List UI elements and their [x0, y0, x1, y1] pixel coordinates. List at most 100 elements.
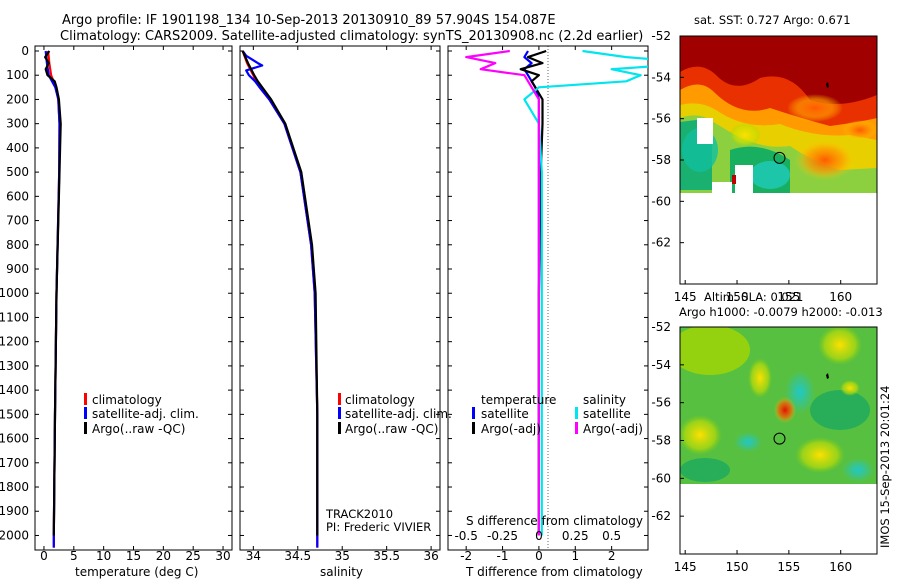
latitude-tick-label: -60	[651, 194, 671, 208]
legend-label-temperature-argo: Argo(-adj)	[481, 422, 541, 436]
longitude-tick-label: 155	[777, 290, 800, 304]
s-difference-tick-label: 0.25	[562, 529, 589, 543]
depth-tick-label: 200	[6, 92, 29, 106]
legend-label-argo: Argo(..raw -QC)	[92, 422, 185, 436]
legend-label-temperature-satellite: satellite	[481, 407, 529, 421]
x-tick-label: 1	[571, 549, 579, 563]
depth-tick-label: 1700	[0, 456, 29, 470]
legend-swatch-satellite	[84, 407, 87, 419]
depth-tick-label: 300	[6, 117, 29, 131]
figure-title-line-2: Climatology: CARS2009. Satellite-adjuste…	[60, 29, 644, 44]
x-tick-label: -1	[497, 549, 509, 563]
sla-no-data-area	[680, 484, 877, 554]
depth-tick-label: 100	[6, 68, 29, 82]
s-difference-tick-label: 0.5	[602, 529, 621, 543]
x-tick-label: 30	[215, 549, 230, 563]
sst-heatmap	[680, 36, 877, 193]
profile-line-temperature-satellite	[523, 50, 541, 536]
legend-label-salinity-argo: Argo(-adj)	[583, 422, 643, 436]
latitude-tick-label: -54	[651, 70, 671, 84]
s-difference-label: S difference from climatology	[466, 514, 643, 528]
legend-heading-salinity: salinity	[583, 393, 626, 407]
latitude-tick-label: -52	[651, 29, 671, 43]
profile-line-salinity-satellite	[523, 49, 648, 536]
longitude-tick-label: 145	[674, 560, 697, 574]
depth-axis: 0 100 200 300 400 500 600 700 800 900 1000 1100 1200…	[0, 44, 232, 542]
legend-label-climatology: climatology	[345, 393, 415, 407]
profile-line-salinity-argo-adj-	[465, 49, 541, 536]
pi-annotation: PI: Frederic VIVIER	[326, 520, 431, 534]
longitude-tick-label: 150	[726, 560, 749, 574]
t-difference-label: T difference from climatology	[465, 565, 643, 579]
legend-label-climatology: climatology	[92, 393, 162, 407]
latitude-tick-label: -58	[651, 434, 671, 448]
sst-map-panel: sat. SST: 0.727 Argo: 0.671 -52 -54 -56 -58…	[651, 13, 878, 304]
profile-line-climatology	[241, 50, 319, 548]
latitude-tick-label: -56	[651, 112, 671, 126]
sst-map-title: sat. SST: 0.727 Argo: 0.671	[694, 13, 851, 27]
x-tick-label: 20	[156, 549, 171, 563]
longitude-tick-label: 145	[674, 290, 697, 304]
depth-tick-label: 700	[6, 214, 29, 228]
depth-tick-label: 1900	[0, 504, 29, 518]
depth-tick-label: 1800	[0, 480, 29, 494]
profile-line-satellite-adj-clim-	[241, 50, 319, 548]
depth-tick-label: 900	[6, 262, 29, 276]
sla-map-axes: -52 -54 -56 -58 -60 -62 145 150 155 160	[651, 320, 852, 574]
legend-label-satellite: satellite-adj. clim.	[92, 407, 199, 421]
s-difference-tick-labels: -0.5 -0.25 0 0.25 0.5	[454, 529, 621, 543]
salinity-legend: climatology satellite-adj. clim. Argo(..…	[338, 393, 452, 436]
sla-map-panel: Altim. SLA: 0.021 Argo h1000: -0.0079 h2…	[651, 290, 882, 574]
x-tick-label: 2	[608, 549, 616, 563]
x-tick-label: 35.5	[373, 549, 400, 563]
argo-position-marker	[773, 151, 786, 164]
legend-swatch-salinity-argo	[575, 422, 578, 434]
depth-tick-label: 1600	[0, 432, 29, 446]
depth-tick-label: 1500	[0, 407, 29, 421]
sla-map-subtitle: Argo h1000: -0.0079 h2000: -0.013	[679, 305, 883, 319]
latitude-tick-label: -58	[651, 153, 671, 167]
temperature-axes-frame	[34, 45, 233, 551]
salinity-axes-frame	[239, 45, 441, 551]
depth-tick-label: 400	[6, 141, 29, 155]
x-tick-label: 36	[423, 549, 438, 563]
temperature-x-label: temperature (deg C)	[75, 565, 198, 579]
depth-tick-label: 1000	[0, 286, 29, 300]
depth-tick-label: 600	[6, 189, 29, 203]
s-difference-tick-label: -0.5	[454, 529, 477, 543]
latitude-tick-label: -62	[651, 509, 671, 523]
sst-no-data-area	[680, 193, 877, 284]
latitude-tick-label: -56	[651, 396, 671, 410]
legend-label-salinity-satellite: satellite	[583, 407, 631, 421]
depth-tick-label: 1200	[0, 335, 29, 349]
longitude-tick-label: 155	[777, 560, 800, 574]
depth-tick-label: 1100	[0, 310, 29, 324]
depth-tick-label: 1400	[0, 383, 29, 397]
longitude-tick-label: 160	[829, 560, 852, 574]
latitude-tick-label: -52	[651, 320, 671, 334]
x-tick-label: 34	[246, 549, 261, 563]
x-tick-label: 25	[186, 549, 201, 563]
x-tick-label: 34.5	[284, 549, 311, 563]
latitude-tick-label: -62	[651, 236, 671, 250]
legend-swatch-climatology	[338, 393, 341, 405]
legend-heading-temperature: temperature	[481, 393, 556, 407]
legend-swatch-salinity-satellite	[575, 407, 578, 419]
salinity-depth-ticks	[240, 50, 440, 536]
salinity-panel: 34 34.5 35 35.5 36 salinity climatology sate…	[239, 45, 452, 579]
legend-swatch-temperature-argo	[472, 422, 475, 434]
profile-line-argo-raw-qc-	[241, 50, 319, 536]
legend-swatch-climatology	[84, 393, 87, 405]
longitude-tick-label: 160	[829, 290, 852, 304]
s-difference-tick-label: 0	[535, 529, 543, 543]
s-difference-tick-label: -0.25	[487, 529, 518, 543]
map-coast-fragment	[826, 373, 829, 379]
salinity-x-label: salinity	[320, 565, 363, 579]
salinity-x-axis: 34 34.5 35 35.5 36	[246, 46, 439, 563]
legend-swatch-argo	[84, 422, 87, 434]
salinity-profile-lines	[241, 50, 319, 548]
depth-tick-label: 800	[6, 238, 29, 252]
x-tick-label: -2	[460, 549, 472, 563]
sla-map-title: Altim. SLA: 0.021	[704, 290, 803, 304]
